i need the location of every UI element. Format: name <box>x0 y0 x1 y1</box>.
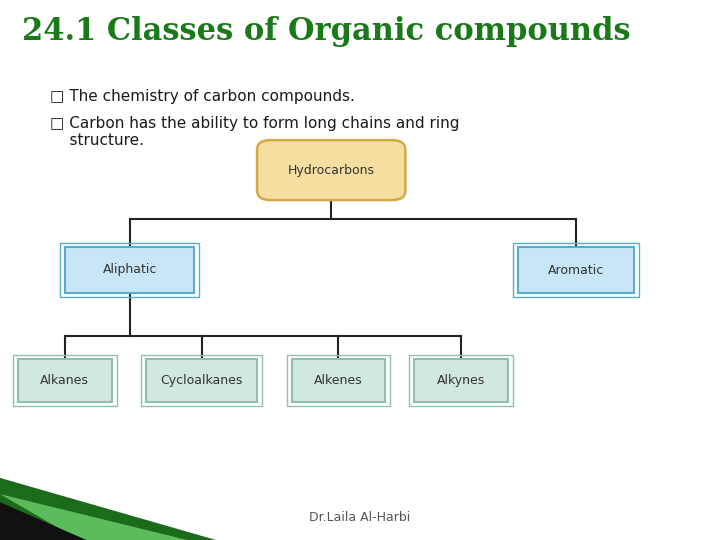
FancyBboxPatch shape <box>292 359 385 402</box>
Polygon shape <box>0 478 216 540</box>
Text: □ The chemistry of carbon compounds.: □ The chemistry of carbon compounds. <box>50 89 355 104</box>
FancyBboxPatch shape <box>65 247 194 293</box>
Text: Alkanes: Alkanes <box>40 374 89 387</box>
FancyBboxPatch shape <box>414 359 508 402</box>
Text: Alkenes: Alkenes <box>314 374 363 387</box>
Text: Alkynes: Alkynes <box>436 374 485 387</box>
Text: □ Carbon has the ability to form long chains and ring
    structure.: □ Carbon has the ability to form long ch… <box>50 116 460 148</box>
Text: Aromatic: Aromatic <box>548 264 604 276</box>
FancyBboxPatch shape <box>145 359 258 402</box>
FancyBboxPatch shape <box>257 140 405 200</box>
Text: Hydrocarbons: Hydrocarbons <box>288 164 374 177</box>
Text: Aliphatic: Aliphatic <box>102 264 157 276</box>
FancyBboxPatch shape <box>18 359 112 402</box>
Polygon shape <box>0 494 187 540</box>
Text: 24.1 Classes of Organic compounds: 24.1 Classes of Organic compounds <box>22 16 630 47</box>
FancyBboxPatch shape <box>518 247 634 293</box>
Text: Dr.Laila Al-Harbi: Dr.Laila Al-Harbi <box>310 511 410 524</box>
Polygon shape <box>0 502 86 540</box>
Text: Cycloalkanes: Cycloalkanes <box>161 374 243 387</box>
